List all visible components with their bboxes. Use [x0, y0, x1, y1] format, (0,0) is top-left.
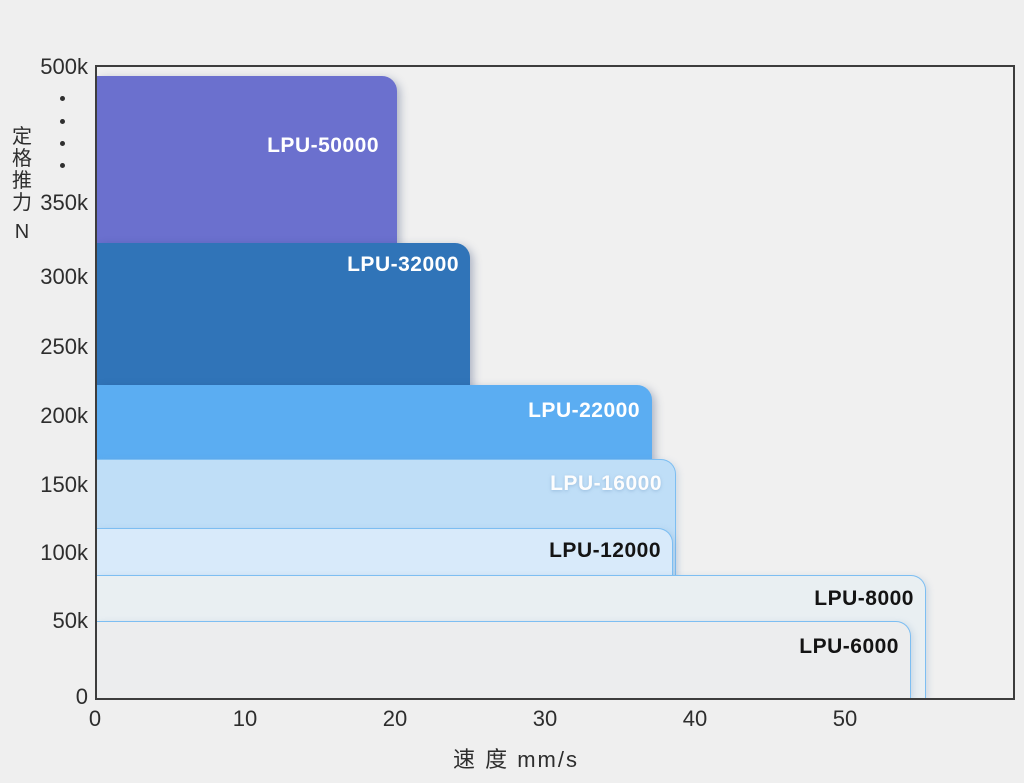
axis-break-dot: [60, 96, 65, 101]
x-tick-10: 10: [232, 706, 258, 731]
y-tick-100k: 100k: [40, 540, 88, 565]
y-tick-50k: 50k: [52, 608, 88, 633]
plot-area: LPU-50000 LPU-32000 LPU-22000 LPU-16000 …: [95, 65, 1015, 700]
x-tick-0: 0: [88, 706, 102, 731]
y-axis-unit: N: [14, 221, 30, 243]
bar-label-lpu-32000: LPU-32000: [347, 253, 459, 276]
y-tick-250k: 250k: [40, 334, 88, 359]
x-tick-40: 40: [682, 706, 708, 731]
y-axis-title-char: 力: [12, 192, 32, 214]
x-tick-30: 30: [532, 706, 558, 731]
bar-label-lpu-16000: LPU-16000: [550, 472, 662, 495]
axis-break-dot: [60, 119, 65, 124]
bar-label-lpu-22000: LPU-22000: [528, 399, 640, 422]
y-tick-350k: 350k: [40, 190, 88, 215]
y-tick-200k: 200k: [40, 403, 88, 428]
bar-label-lpu-8000: LPU-8000: [814, 587, 914, 610]
x-tick-20: 20: [382, 706, 408, 731]
axis-break-dot: [60, 141, 65, 146]
bar-label-lpu-50000: LPU-50000: [267, 134, 379, 157]
y-tick-500k: 500k: [40, 54, 88, 79]
bar-label-lpu-12000: LPU-12000: [549, 539, 661, 562]
x-axis-title: 速 度 mm/s: [453, 747, 579, 772]
y-tick-300k: 300k: [40, 264, 88, 289]
y-tick-0: 0: [75, 684, 88, 709]
bar-label-lpu-6000: LPU-6000: [799, 635, 899, 658]
bar-lpu-6000: LPU-6000: [97, 621, 911, 698]
x-tick-50: 50: [832, 706, 858, 731]
y-axis-title-char: 定: [12, 126, 32, 148]
y-tick-150k: 150k: [40, 472, 88, 497]
y-axis-title-char: 格: [12, 148, 32, 170]
y-axis-title-char: 推: [12, 170, 32, 192]
axis-break-dot: [60, 163, 65, 168]
y-axis-title: 定 格 推 力 N: [10, 126, 34, 243]
